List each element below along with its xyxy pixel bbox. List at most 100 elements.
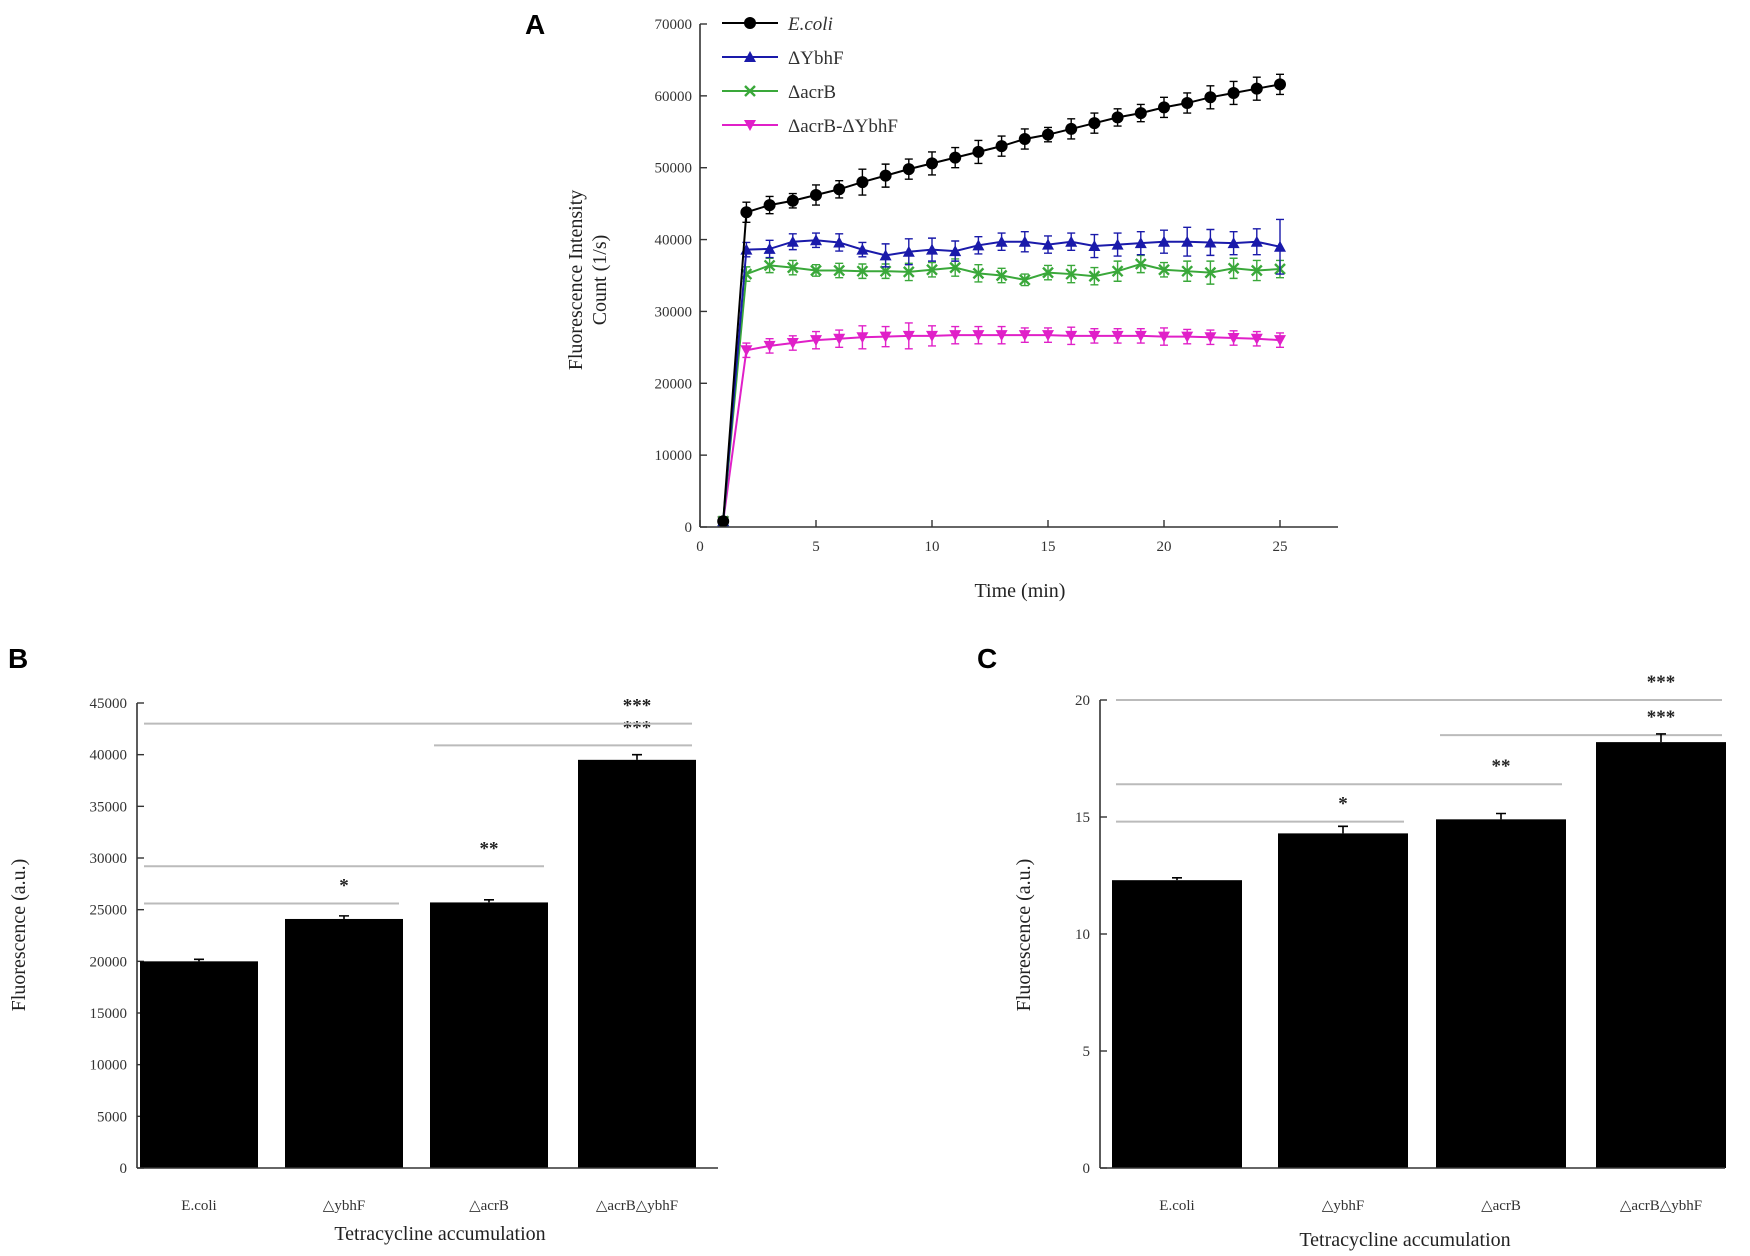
panel-b-y-tick-label: 25000	[90, 903, 128, 919]
data-point	[995, 269, 1008, 282]
data-point	[786, 338, 799, 350]
data-point	[833, 236, 846, 248]
data-point	[972, 145, 985, 158]
panel-a-y-label-line2: Count (1/s)	[589, 235, 611, 326]
panel-a-y-tick-label: 30000	[655, 304, 693, 320]
panel-b-y-tick-label: 35000	[90, 799, 128, 815]
data-point	[740, 206, 753, 219]
panel-b-significance-label: *	[339, 875, 349, 896]
data-point	[879, 331, 892, 343]
panel-b-significance-label: **	[480, 838, 499, 859]
data-point	[926, 263, 938, 276]
panel-c-category-label: △acrB△ybhF	[1620, 1198, 1702, 1214]
data-point	[1018, 235, 1031, 247]
data-point	[1158, 263, 1170, 276]
data-point	[1204, 91, 1217, 104]
data-point	[1204, 332, 1217, 344]
data-point	[995, 140, 1008, 153]
data-point	[972, 267, 985, 280]
panel-a-y-tick-label: 10000	[655, 448, 693, 464]
panel-b-error-bar	[632, 753, 642, 760]
data-point	[856, 265, 869, 278]
data-point	[740, 345, 753, 357]
panel-a: A 0 10000 20000 30000 40000 50000 60000 70000 0 5…	[525, 9, 1338, 602]
series-ybhf	[717, 218, 1286, 527]
data-point	[1204, 236, 1217, 248]
panel-c-error-bar	[1338, 825, 1348, 834]
data-point	[1274, 240, 1286, 252]
panel-a-x-tick-label: 20	[1157, 539, 1172, 555]
data-point	[1181, 97, 1194, 110]
data-point	[1065, 235, 1078, 247]
data-point	[763, 242, 776, 254]
panel-c-bar	[1596, 742, 1726, 1168]
panel-b-y-tick-label: 10000	[90, 1058, 128, 1074]
panel-b-y-tick-label: 5000	[97, 1109, 127, 1125]
panel-c-letter: C	[977, 643, 997, 674]
panel-b-bar	[430, 902, 548, 1168]
data-point	[856, 332, 869, 344]
panel-a-y-tick-label: 50000	[655, 161, 693, 177]
data-point	[1088, 330, 1101, 342]
data-point	[786, 194, 799, 207]
panel-a-legend: E.coli ΔYbhF ΔacrB ΔacrB-ΔYbhF	[722, 14, 898, 137]
data-point	[949, 261, 962, 274]
panel-a-letter: A	[525, 9, 545, 40]
data-point	[1065, 268, 1078, 280]
panel-b-y-tick-label: 40000	[90, 748, 128, 764]
panel-b-bar	[140, 961, 258, 1168]
data-point	[833, 264, 846, 277]
data-point	[763, 259, 776, 272]
data-point	[1181, 265, 1194, 278]
data-point	[856, 176, 869, 189]
panel-b-x-label: Tetracycline accumulation	[334, 1223, 545, 1245]
panel-c-significance-label: ***	[1647, 672, 1676, 693]
data-point	[833, 183, 846, 196]
data-point	[949, 330, 962, 342]
data-point	[1111, 111, 1124, 124]
panel-a-x-tick-label: 25	[1273, 539, 1288, 555]
panel-b-y-tick-label: 20000	[90, 954, 128, 970]
panel-c-error-bar	[1496, 812, 1506, 820]
data-point	[926, 330, 938, 342]
panel-b-y-tick-label: 45000	[90, 696, 128, 712]
panel-b-y-tick-label: 0	[120, 1161, 128, 1177]
data-point	[786, 261, 799, 274]
data-point	[902, 266, 915, 278]
panel-a-x-tick-label: 10	[925, 539, 940, 555]
panel-c-category-label: E.coli	[1159, 1198, 1194, 1214]
data-point	[1018, 132, 1031, 145]
data-point	[1250, 333, 1263, 345]
panel-a-x-tick-label: 5	[812, 539, 820, 555]
data-point	[833, 333, 846, 345]
data-point	[902, 245, 915, 257]
panel-b-category-label: △ybhF	[323, 1198, 365, 1214]
legend-marker	[744, 17, 756, 29]
panel-c-y-tick-label: 5	[1083, 1044, 1091, 1060]
data-point	[1250, 264, 1263, 277]
panel-b-y-tick-label: 15000	[90, 1006, 128, 1022]
data-point	[1274, 78, 1286, 91]
data-point	[926, 157, 938, 170]
panel-c-bar	[1278, 833, 1408, 1168]
series-acrb	[717, 254, 1286, 528]
data-point	[810, 264, 822, 277]
panel-c-significance-label: *	[1338, 794, 1348, 815]
data-point	[972, 330, 985, 342]
panel-b-significance-label: ***	[623, 717, 652, 738]
panel-c-y-tick-label: 20	[1075, 693, 1090, 709]
panel-b-bar	[285, 918, 403, 1168]
data-point	[786, 235, 799, 247]
legend-label: ΔYbhF	[788, 48, 844, 69]
panel-a-y-tick-label: 60000	[655, 89, 693, 105]
data-point	[972, 239, 985, 251]
data-point	[1111, 238, 1124, 250]
data-point	[1227, 86, 1240, 99]
series-acrbybhf	[717, 322, 1286, 528]
panel-a-y-label-line1: Fluorescence Intensity	[565, 190, 587, 371]
panel-b-error-bar	[194, 958, 204, 962]
series-line-acrb	[722, 262, 1281, 522]
panel-b: B 0 5000 10000 15000 20000 25000 30000 35000 400…	[8, 643, 718, 1245]
data-point	[1250, 235, 1263, 247]
